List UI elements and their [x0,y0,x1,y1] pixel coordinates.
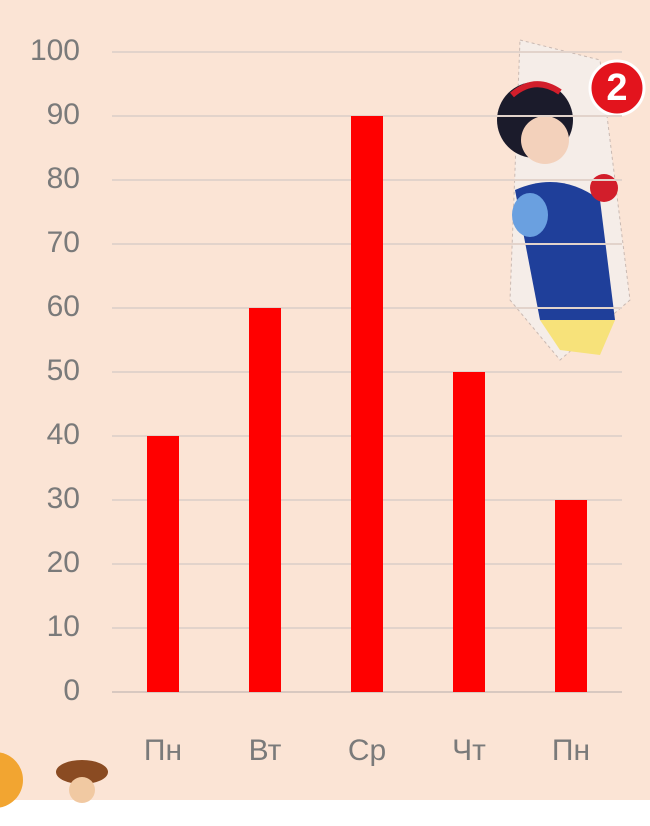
bar [147,436,179,692]
x-tick-label: Чт [452,734,486,767]
x-tick-label: Ср [348,734,386,767]
x-tick-label: Пн [552,734,590,767]
y-tick-label: 10 [47,610,80,643]
bar [249,308,281,692]
y-tick-label: 60 [47,290,80,323]
y-tick-label: 80 [47,162,80,195]
bar [453,372,485,692]
bar [555,500,587,692]
x-tick-label: Вт [249,734,282,767]
y-tick-label: 90 [47,98,80,131]
princess-illustration [497,39,631,361]
toy-illustration [0,752,108,808]
y-tick-label: 20 [47,546,80,579]
y-tick-label: 30 [47,482,80,515]
x-tick-label: Пн [144,734,182,767]
bar [351,116,383,692]
bottom-strip [0,800,650,826]
badge: 2 [588,59,646,117]
y-tick-label: 50 [47,354,80,387]
y-tick-label: 40 [47,418,80,451]
y-tick-label: 70 [47,226,80,259]
y-tick-label: 0 [63,674,80,707]
badge-label: 2 [606,67,627,109]
y-tick-label: 100 [30,34,80,67]
